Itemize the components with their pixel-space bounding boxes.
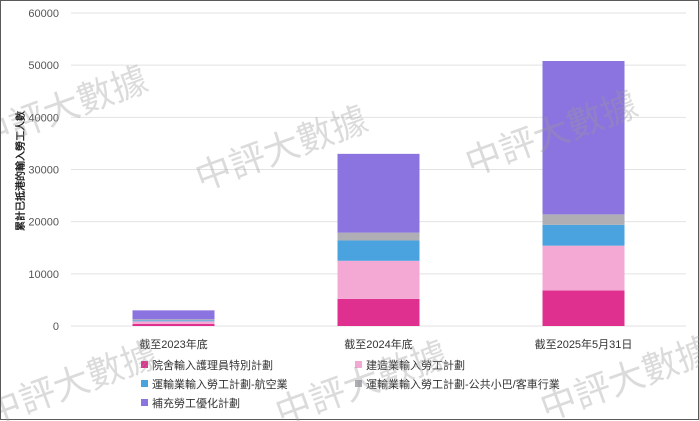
- y-axis-label: 累計已抵港的輸入勞工人數: [14, 111, 27, 231]
- legend-label: 建造業輸入勞工計劃: [366, 358, 465, 372]
- y-tick-label: 60000: [28, 8, 59, 20]
- bar-segment: [132, 319, 215, 321]
- bar-segment: [542, 224, 625, 246]
- bar-segment: [542, 214, 625, 225]
- legend-swatch: [355, 380, 362, 387]
- x-category-label: 截至2023年底: [139, 337, 207, 351]
- y-tick-label: 50000: [28, 60, 59, 72]
- legend-swatch: [141, 380, 148, 387]
- legend-label: 院舍輸入護理員特別計劃: [152, 358, 273, 372]
- bar-segment: [337, 298, 420, 326]
- watermark-6: 中評大數據: [1, 333, 163, 421]
- legend-label: 補充勞工優化計劃: [152, 396, 240, 410]
- bar-segment: [337, 153, 420, 233]
- y-tick-label: 40000: [28, 112, 59, 124]
- y-tick-label: 30000: [28, 165, 59, 177]
- x-category-label: 截至2025年5月31日: [535, 337, 633, 351]
- bar-segment: [132, 323, 215, 326]
- legend-swatch: [141, 361, 148, 368]
- bar-segment: [337, 260, 420, 299]
- bars: [132, 60, 625, 326]
- y-tick-label: 10000: [28, 269, 59, 281]
- bar-segment: [542, 60, 625, 215]
- bar-segment: [542, 245, 625, 291]
- bar-segment: [542, 290, 625, 326]
- bar-segment: [132, 310, 215, 320]
- bar-segment: [132, 321, 215, 324]
- bar-segment: [337, 232, 420, 241]
- x-axis-categories: 截至2023年底 截至2024年底 截至2025年5月31日: [139, 337, 632, 351]
- y-axis-ticks: 0 10000 20000 30000 40000 50000 60000: [28, 8, 59, 333]
- x-category-label: 截至2024年底: [344, 337, 412, 351]
- bar-segment: [337, 240, 420, 261]
- legend-label: 運輸業輸入勞工計劃-航空業: [152, 377, 288, 391]
- y-tick-label: 0: [53, 321, 59, 333]
- bar-segment: [132, 320, 215, 322]
- legend-label: 運輸業輸入勞工計劃-公共小巴/客車行業: [366, 377, 560, 391]
- y-tick-label: 20000: [28, 217, 59, 229]
- watermark-1: 中評大數據: [1, 58, 153, 158]
- legend-swatch: [141, 399, 148, 406]
- legend-swatch: [355, 361, 362, 368]
